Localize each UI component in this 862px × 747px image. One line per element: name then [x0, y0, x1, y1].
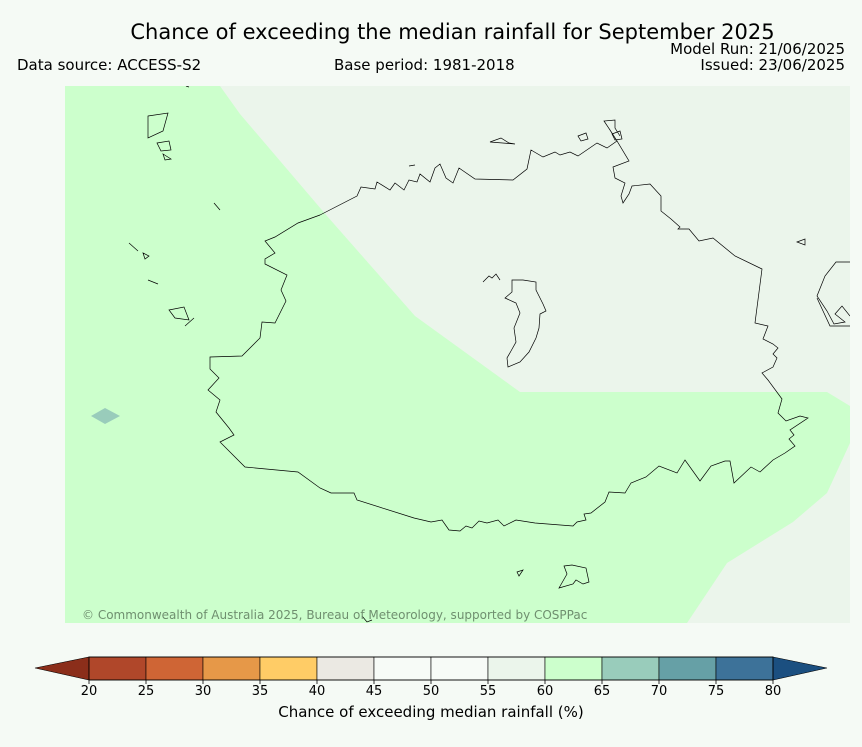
colorbar-tick-label: 20 — [81, 684, 98, 699]
coast-detail-3 — [611, 130, 623, 141]
colorbar-bin-55-60 — [487, 656, 546, 681]
colorbar-under-arrow — [34, 656, 90, 681]
above-median-region — [65, 86, 850, 623]
colorbar-bin-40-45 — [316, 656, 375, 681]
coast-detail-10 — [142, 252, 150, 260]
coast-detail-12 — [168, 306, 190, 321]
colorbar-tick-label: 40 — [309, 684, 326, 699]
coast-detail-14 — [408, 164, 416, 167]
coast-detail-13 — [184, 317, 195, 327]
colorbar-bin-45-50 — [373, 656, 432, 681]
coast-detail-11 — [147, 279, 159, 285]
south-island-1 — [558, 564, 590, 589]
colorbar-bins — [88, 656, 774, 681]
coast-detail-4 — [489, 137, 516, 145]
coast-detail-2 — [577, 132, 589, 142]
teal-probability-spot — [91, 408, 120, 424]
colorbar-label: Chance of exceeding median rainfall (%) — [278, 703, 584, 721]
model-run-label: Model Run: 21/06/2025 — [670, 40, 845, 58]
base-period-label: Base period: 1981-2018 — [334, 56, 515, 74]
data-source-label: Data source: ACCESS-S2 — [17, 56, 202, 74]
inland-island-coast — [504, 279, 547, 368]
coast-detail-1 — [603, 119, 621, 142]
south-island-2 — [516, 569, 524, 577]
colorbar-bin-75-80 — [715, 656, 774, 681]
coast-detail-6 — [156, 140, 172, 152]
run-info: Model Run: 21/06/2025 Issued: 23/06/2025 — [670, 41, 845, 73]
colorbar-bin-50-55 — [430, 656, 489, 681]
map-panel — [65, 86, 850, 623]
top-mark — [185, 86, 190, 88]
colorbar-bin-70-75 — [658, 656, 717, 681]
map-svg — [65, 86, 850, 623]
bottom-mark — [361, 615, 373, 623]
colorbar-tick-label: 30 — [195, 684, 212, 699]
colorbar-tick-label: 35 — [252, 684, 269, 699]
coast-detail-9 — [128, 242, 139, 252]
coast-detail-7 — [162, 153, 172, 161]
colorbar-tick-label: 55 — [480, 684, 497, 699]
colorbar-bin-65-70 — [601, 656, 660, 681]
east-island — [796, 238, 806, 246]
colorbar-tick-label: 50 — [423, 684, 440, 699]
copyright-notice: © Commonwealth of Australia 2025, Bureau… — [82, 608, 588, 622]
colorbar-tick-label: 45 — [366, 684, 383, 699]
east-coast-fragment — [816, 261, 850, 325]
colorbar-tick-label: 70 — [651, 684, 668, 699]
map-title: Chance of exceeding the median rainfall … — [130, 20, 775, 44]
colorbar-bin-35-40 — [259, 656, 318, 681]
colorbar-bin-60-65 — [544, 656, 603, 681]
main-island-coast — [207, 140, 809, 532]
colorbar-bin-20-25 — [88, 656, 147, 681]
colorbar: 20 25 30 35 40 45 50 55 60 65 70 75 80 — [34, 656, 828, 699]
colorbar-tick-label: 75 — [708, 684, 725, 699]
colorbar-over-arrow — [772, 656, 828, 681]
issued-label: Issued: 23/06/2025 — [700, 56, 845, 74]
inland-island-fragment — [482, 273, 501, 283]
colorbar-tick-label: 25 — [138, 684, 155, 699]
colorbar-tick-label: 60 — [537, 684, 554, 699]
colorbar-ticks: 20 25 30 35 40 45 50 55 60 65 70 75 80 — [81, 680, 782, 699]
coast-detail-5 — [147, 112, 169, 139]
coast-detail-8 — [213, 202, 221, 211]
coastlines — [128, 86, 850, 623]
colorbar-bin-25-30 — [145, 656, 204, 681]
east-coast-fragment-2 — [816, 297, 850, 327]
colorbar-tick-label: 80 — [765, 684, 782, 699]
colorbar-bin-30-35 — [202, 656, 261, 681]
colorbar-tick-label: 65 — [594, 684, 611, 699]
